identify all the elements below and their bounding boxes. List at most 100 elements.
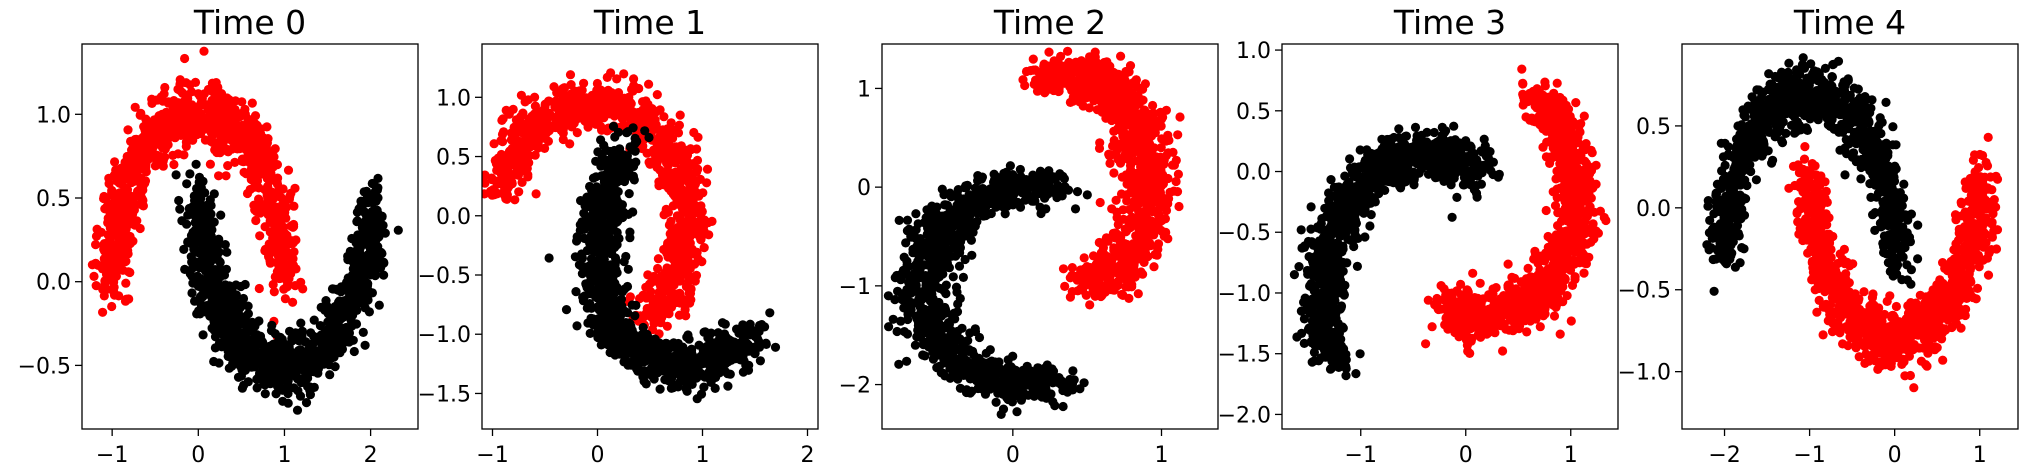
data-point — [1156, 143, 1166, 153]
data-point — [250, 167, 260, 177]
data-point — [497, 170, 507, 180]
y-tick-label: −0.5 — [18, 354, 71, 379]
data-point — [470, 177, 479, 186]
data-point — [197, 118, 207, 128]
data-point — [556, 97, 566, 107]
data-point — [199, 46, 209, 56]
data-point — [727, 336, 737, 346]
data-point — [1109, 168, 1119, 178]
data-point — [622, 281, 633, 292]
data-point — [180, 128, 190, 138]
data-point — [702, 178, 712, 188]
data-point — [566, 89, 577, 99]
data-point — [600, 245, 610, 255]
data-point — [594, 330, 604, 340]
data-point — [215, 148, 225, 158]
data-point — [638, 97, 648, 107]
data-point — [593, 147, 603, 157]
data-point — [1113, 154, 1123, 164]
data-point — [598, 91, 608, 101]
data-point — [358, 327, 368, 337]
data-point — [166, 114, 177, 124]
data-point — [653, 254, 664, 264]
data-point — [530, 92, 540, 102]
data-point — [177, 99, 187, 109]
data-point — [581, 234, 591, 244]
x-tick-label: −1 — [476, 443, 508, 468]
data-point — [544, 96, 554, 106]
data-point — [1040, 88, 1050, 98]
data-point — [206, 136, 216, 146]
data-point — [342, 337, 352, 347]
data-point — [186, 231, 197, 241]
data-point — [87, 260, 97, 270]
data-point — [621, 251, 631, 262]
data-point — [238, 366, 248, 376]
data-point — [599, 182, 610, 192]
data-point — [175, 79, 185, 89]
data-point — [262, 122, 272, 132]
data-point — [1113, 242, 1123, 253]
data-point — [191, 159, 201, 169]
data-point — [604, 288, 614, 298]
data-point — [1118, 82, 1128, 92]
data-point — [175, 204, 185, 214]
data-point — [663, 183, 674, 193]
data-point — [271, 363, 281, 373]
data-point — [315, 321, 325, 331]
data-point — [104, 173, 114, 183]
data-point — [538, 129, 548, 139]
data-point — [352, 216, 362, 226]
data-point — [629, 175, 639, 185]
data-point — [228, 105, 238, 115]
data-point — [625, 142, 635, 152]
data-point — [549, 120, 559, 130]
data-point — [586, 254, 597, 264]
data-point — [653, 309, 663, 319]
data-point — [596, 216, 606, 226]
points-group — [883, 46, 1185, 419]
data-point — [223, 318, 233, 328]
data-point — [1095, 197, 1105, 208]
data-point — [1109, 135, 1119, 145]
data-point — [165, 132, 175, 142]
data-point — [228, 122, 238, 132]
data-point — [197, 97, 207, 107]
data-point — [514, 142, 525, 152]
data-point — [602, 261, 613, 272]
data-point — [252, 178, 262, 188]
data-point — [1090, 47, 1100, 57]
data-point — [306, 328, 316, 338]
data-point — [265, 248, 275, 258]
data-point — [1065, 97, 1075, 107]
data-point — [188, 278, 198, 288]
data-point — [565, 70, 576, 80]
data-point — [188, 127, 198, 137]
data-point — [272, 160, 282, 170]
data-point — [693, 254, 703, 264]
data-point — [680, 227, 690, 237]
data-point — [288, 238, 298, 248]
data-point — [196, 193, 206, 203]
data-point — [597, 171, 607, 181]
data-point — [1169, 160, 1179, 170]
data-point — [271, 389, 281, 399]
data-point — [180, 53, 190, 64]
data-point — [317, 341, 327, 351]
data-point — [265, 169, 276, 179]
data-point — [1060, 64, 1070, 74]
data-point — [681, 189, 691, 199]
data-point — [610, 341, 620, 351]
data-point — [187, 288, 197, 298]
data-point — [230, 157, 240, 167]
data-point — [1169, 186, 1179, 196]
data-point — [1081, 290, 1091, 300]
data-point — [589, 205, 599, 216]
data-point — [482, 189, 490, 199]
data-point — [626, 328, 636, 338]
data-point — [263, 181, 273, 191]
data-point — [222, 247, 232, 257]
data-point — [668, 254, 678, 264]
data-point — [509, 122, 520, 133]
